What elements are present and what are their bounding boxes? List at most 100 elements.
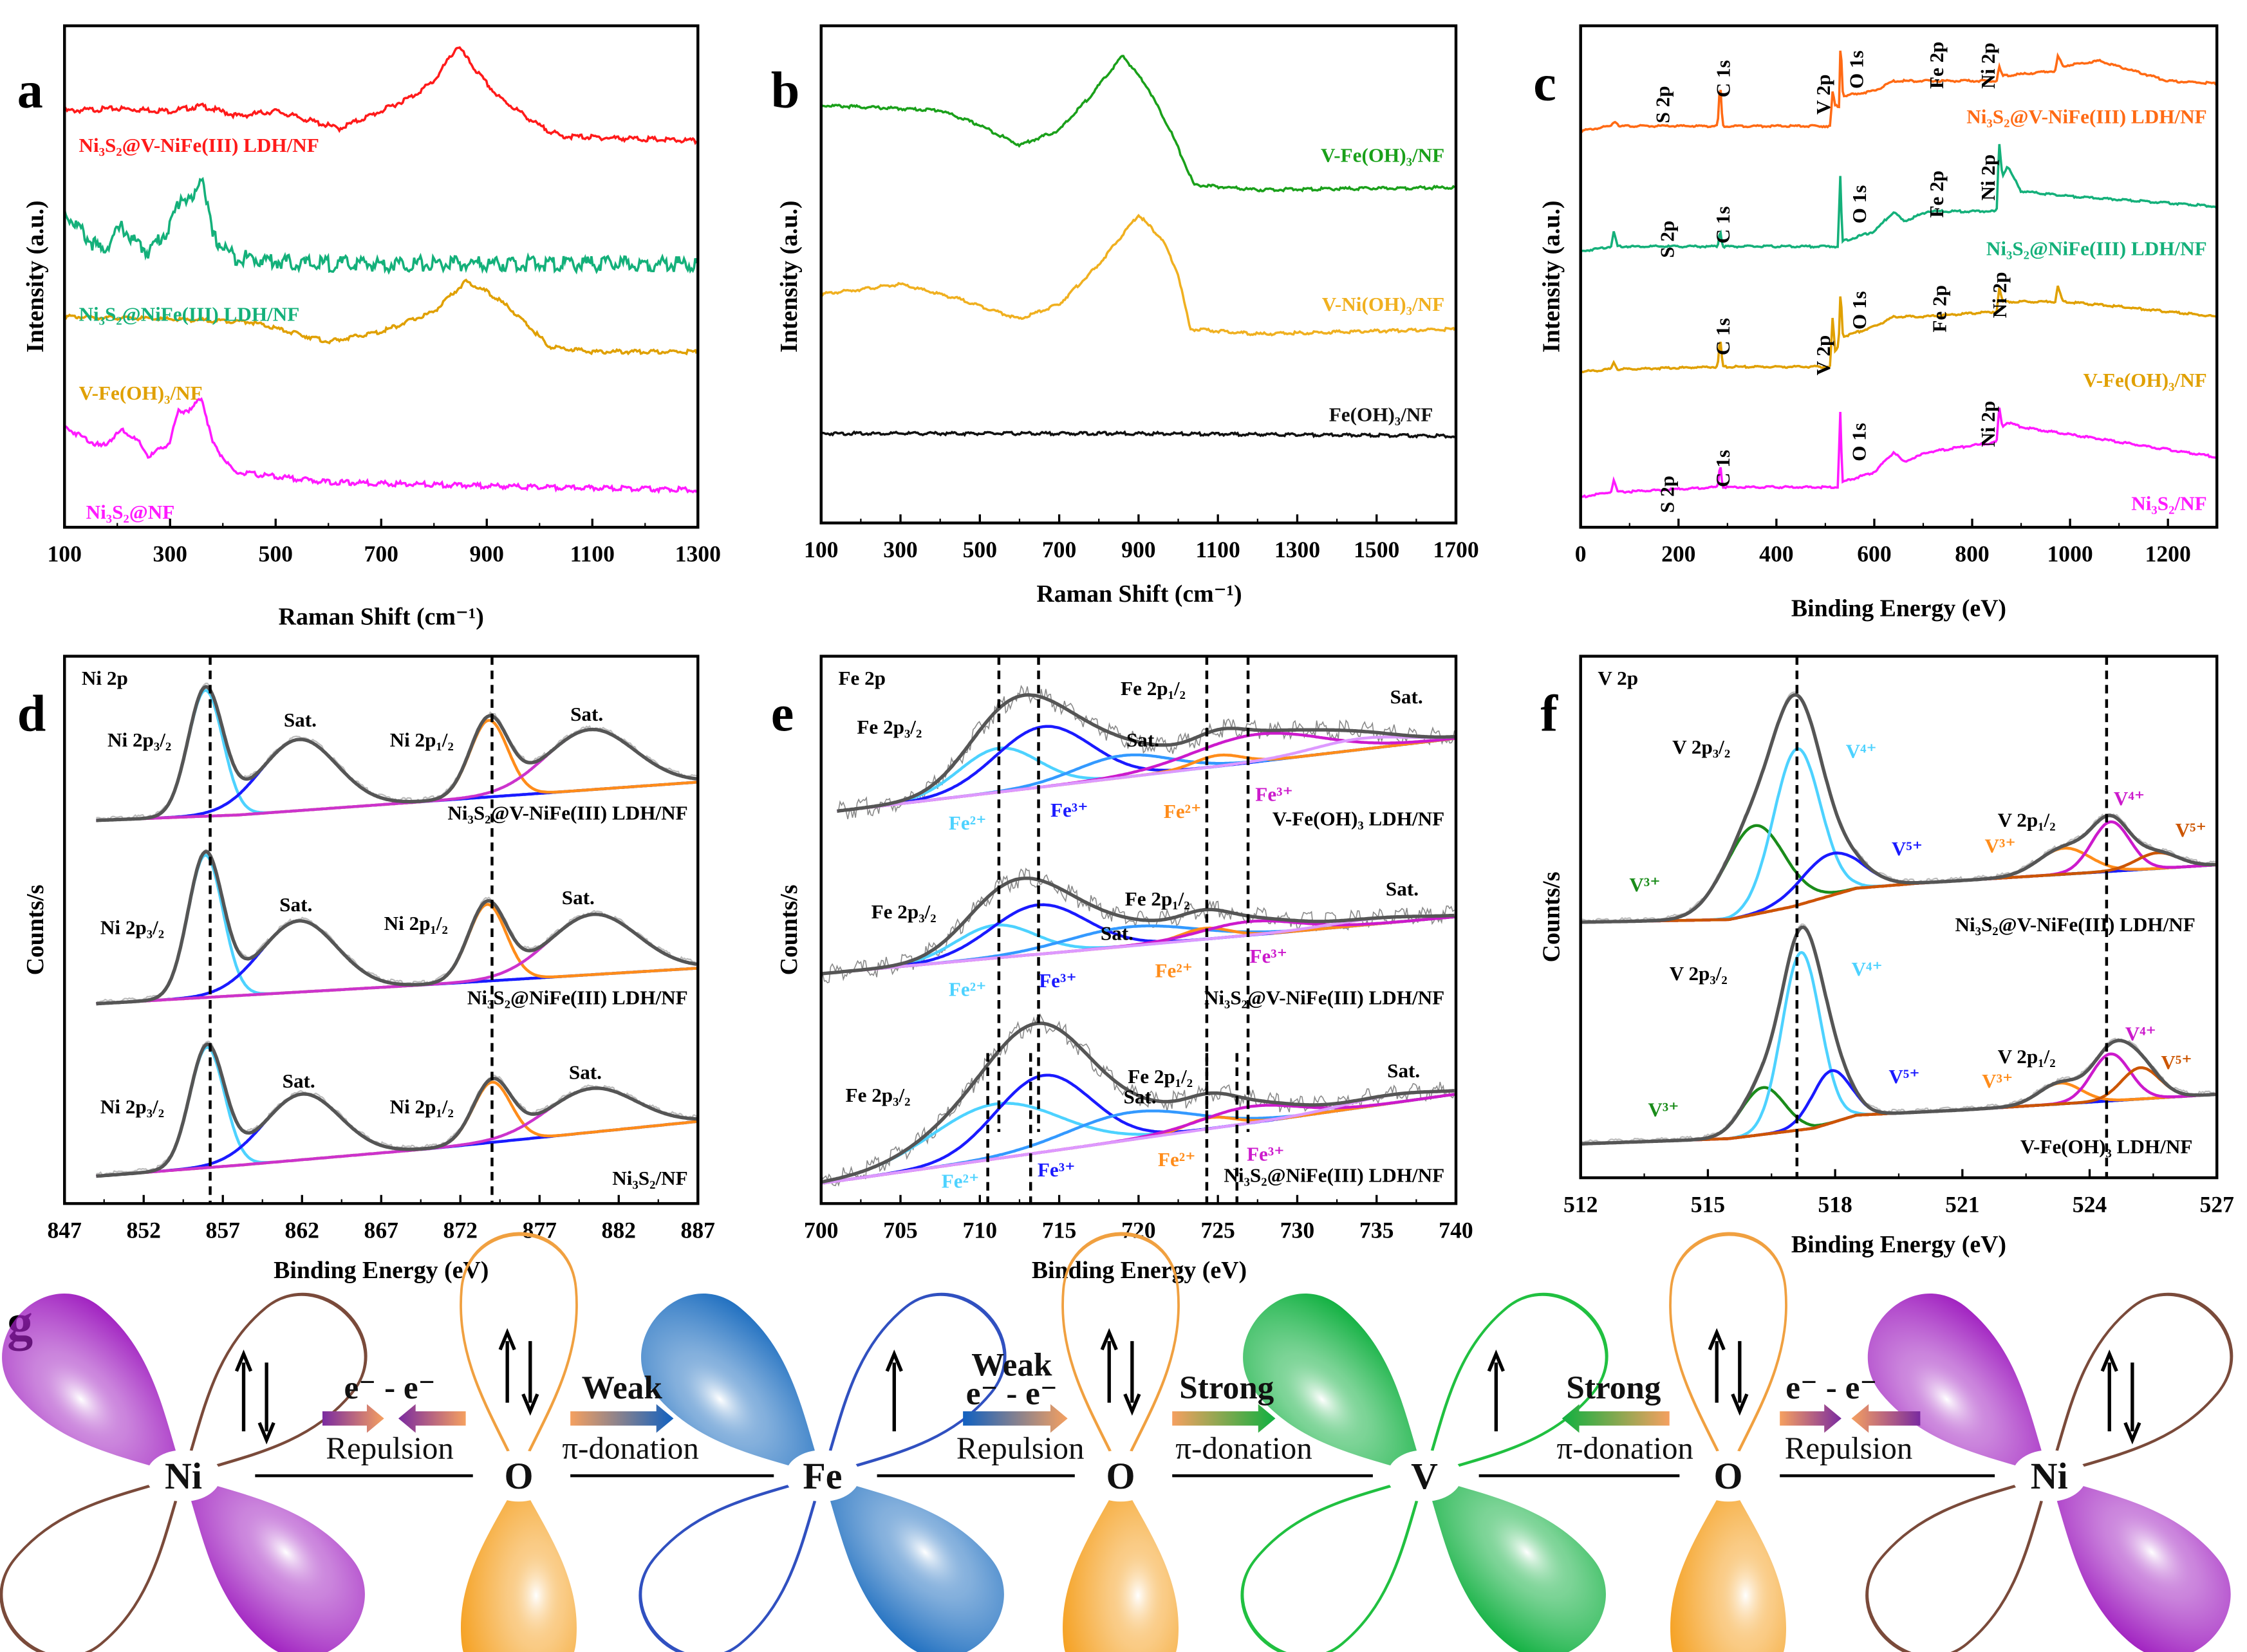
ion-label: V⁵⁺: [1888, 1065, 1919, 1088]
series-line: [64, 278, 698, 356]
fit-envelope: [96, 849, 697, 1006]
x-tick-label: 1200: [2145, 541, 2191, 567]
panel-a: 100 300 500 700 900 1100 1300 Raman Shift (cm⁻¹…: [17, 24, 721, 631]
label: Sat.: [562, 886, 595, 909]
d-orbital-lobe-outline: [0, 1473, 186, 1652]
ion-label: V³⁺: [1982, 1070, 2013, 1092]
fit-component: [1580, 851, 2215, 924]
label: Sat.: [284, 709, 317, 731]
interaction-arrow-icon: [1780, 1404, 1841, 1433]
spectrum-name: Ni₃S₂@V-NiFe(III) LDH/NF: [1204, 987, 1444, 1009]
arrow-head: [1487, 1349, 1505, 1372]
ion-label: Fe³⁺: [1249, 945, 1287, 967]
series-label: Ni₃S₂@V-NiFe(III) LDH/NF: [1966, 105, 2206, 127]
y-axis-label: Intensity (a.u.): [1538, 200, 1565, 352]
series-line: [820, 55, 1456, 193]
ion-label: V⁴⁺: [2114, 787, 2145, 810]
p-orbital-lobe-filled: [461, 1478, 577, 1652]
ion-label: Fe³⁺: [1255, 783, 1293, 806]
x-tick-label: 521: [1945, 1192, 1979, 1218]
atom-symbol: Ni: [2031, 1455, 2068, 1497]
plot-frame: [1579, 24, 2219, 529]
x-tick-label: 512: [1563, 1192, 1598, 1218]
x-tick-label: 715: [1042, 1218, 1076, 1243]
ion-label: Fe³⁺: [1038, 1158, 1076, 1181]
arrow-head: [1731, 1393, 1749, 1416]
spectrum-name: V-Fe(OH)₃ LDH/NF: [1273, 807, 1444, 830]
label: Sat.: [1387, 1059, 1420, 1082]
ion-label: Fe²⁺: [949, 978, 987, 1000]
series-label: Fe(OH)₃/NF: [1329, 404, 1433, 426]
x-tick-label: 200: [1661, 541, 1695, 567]
ion-label: V³⁺: [1629, 873, 1660, 896]
arrow-head: [521, 1393, 539, 1416]
interaction-type: Repulsion: [1785, 1430, 1913, 1465]
interaction-arrow-icon: [322, 1404, 384, 1433]
d-orbital-lobe-outline: [1240, 1473, 1427, 1652]
series-label: V-Ni(OH)₃/NF: [1322, 293, 1444, 315]
x-tick-label: 1700: [1433, 537, 1478, 562]
spectrum-name: Ni₃S₂@V-NiFe(III) LDH/NF: [1955, 913, 2195, 936]
fit-envelope: [821, 1021, 1455, 1184]
fit-envelope: [1580, 693, 2215, 924]
d-orbital-lobe-filled: [1867, 1294, 2049, 1476]
x-tick-label: 500: [259, 541, 293, 567]
panel-letter: f: [1540, 685, 1558, 742]
label: Sat.: [279, 893, 312, 916]
p-orbital-lobe-outline: [1061, 1232, 1180, 1476]
ion-label: V⁵⁺: [1892, 837, 1923, 860]
atom-center: [1083, 1450, 1158, 1502]
label: Fe 2p₃/₂: [872, 900, 937, 923]
series-line: [821, 214, 1456, 337]
ion-label: Fe²⁺: [1155, 959, 1193, 981]
atom-symbol: Ni: [165, 1455, 202, 1497]
y-axis-label: Intensity (a.u.): [776, 200, 803, 352]
panel-letter: e: [771, 685, 794, 742]
ion-label: V⁴⁺: [1851, 958, 1882, 980]
x-axis-label: Raman Shift (cm⁻¹): [279, 604, 484, 631]
x-tick-label: 730: [1280, 1218, 1314, 1243]
peak-annotation: O 1s: [1845, 50, 1867, 89]
peak-annotation: S 2p: [1652, 86, 1674, 123]
series-label: Ni₃S₂@NiFe(III) LDH/NF: [79, 303, 299, 326]
ion-label: Fe³⁺: [1039, 969, 1077, 992]
x-tick-label: 887: [681, 1218, 715, 1243]
peak-annotation: V 2p: [1812, 335, 1834, 376]
x-tick-label: 882: [602, 1218, 636, 1243]
ion-label: Fe³⁺: [1247, 1142, 1285, 1165]
interaction-label: e⁻ - e⁻: [1785, 1369, 1877, 1406]
x-tick-label: 300: [883, 537, 917, 562]
atom-symbol: Fe: [803, 1455, 842, 1497]
atom-center: [1387, 1450, 1462, 1502]
atom-orbital: O: [1669, 1232, 1787, 1652]
series-label: V-Fe(OH)₃/NF: [79, 382, 202, 404]
panel-letter: d: [17, 685, 46, 742]
d-orbital-lobe-filled: [1243, 1294, 1425, 1476]
panel-letter: b: [771, 62, 800, 119]
interaction-arrow-icon: [398, 1404, 466, 1433]
peak-annotation: O 1s: [1848, 291, 1870, 329]
peak-annotation: O 1s: [1848, 185, 1870, 224]
panel-letter: a: [17, 62, 43, 119]
x-tick-label: 515: [1691, 1192, 1725, 1218]
label: Sat.: [1390, 685, 1423, 708]
peak-annotation: Ni 2p: [1977, 401, 1999, 447]
orbital-diagram: gNiOFeOVONie⁻ - e⁻RepulsionWeakπ-donatio…: [0, 1232, 2233, 1652]
d-orbital-lobe-filled: [2049, 1476, 2231, 1652]
x-tick-label: 740: [1439, 1218, 1473, 1243]
series-line: [1580, 50, 2217, 134]
fit-envelope: [96, 685, 697, 822]
peak-annotation: Ni 2p: [1988, 272, 2011, 318]
fit-envelope: [96, 1042, 697, 1178]
d-orbital-lobe-filled: [641, 1294, 823, 1476]
spectrum-name: Ni₃S₂/NF: [612, 1167, 687, 1189]
atom-center: [146, 1450, 221, 1502]
label: Ni 2p₁/₂: [390, 1095, 454, 1118]
peak-annotation: Fe 2p: [1928, 285, 1950, 333]
d-orbital-lobe-outline: [820, 1292, 1007, 1478]
series-label: Ni₃S₂@NiFe(III) LDH/NF: [1986, 237, 2207, 259]
x-tick-label: 1000: [2047, 541, 2093, 567]
panel-title: V 2p: [1598, 667, 1638, 689]
